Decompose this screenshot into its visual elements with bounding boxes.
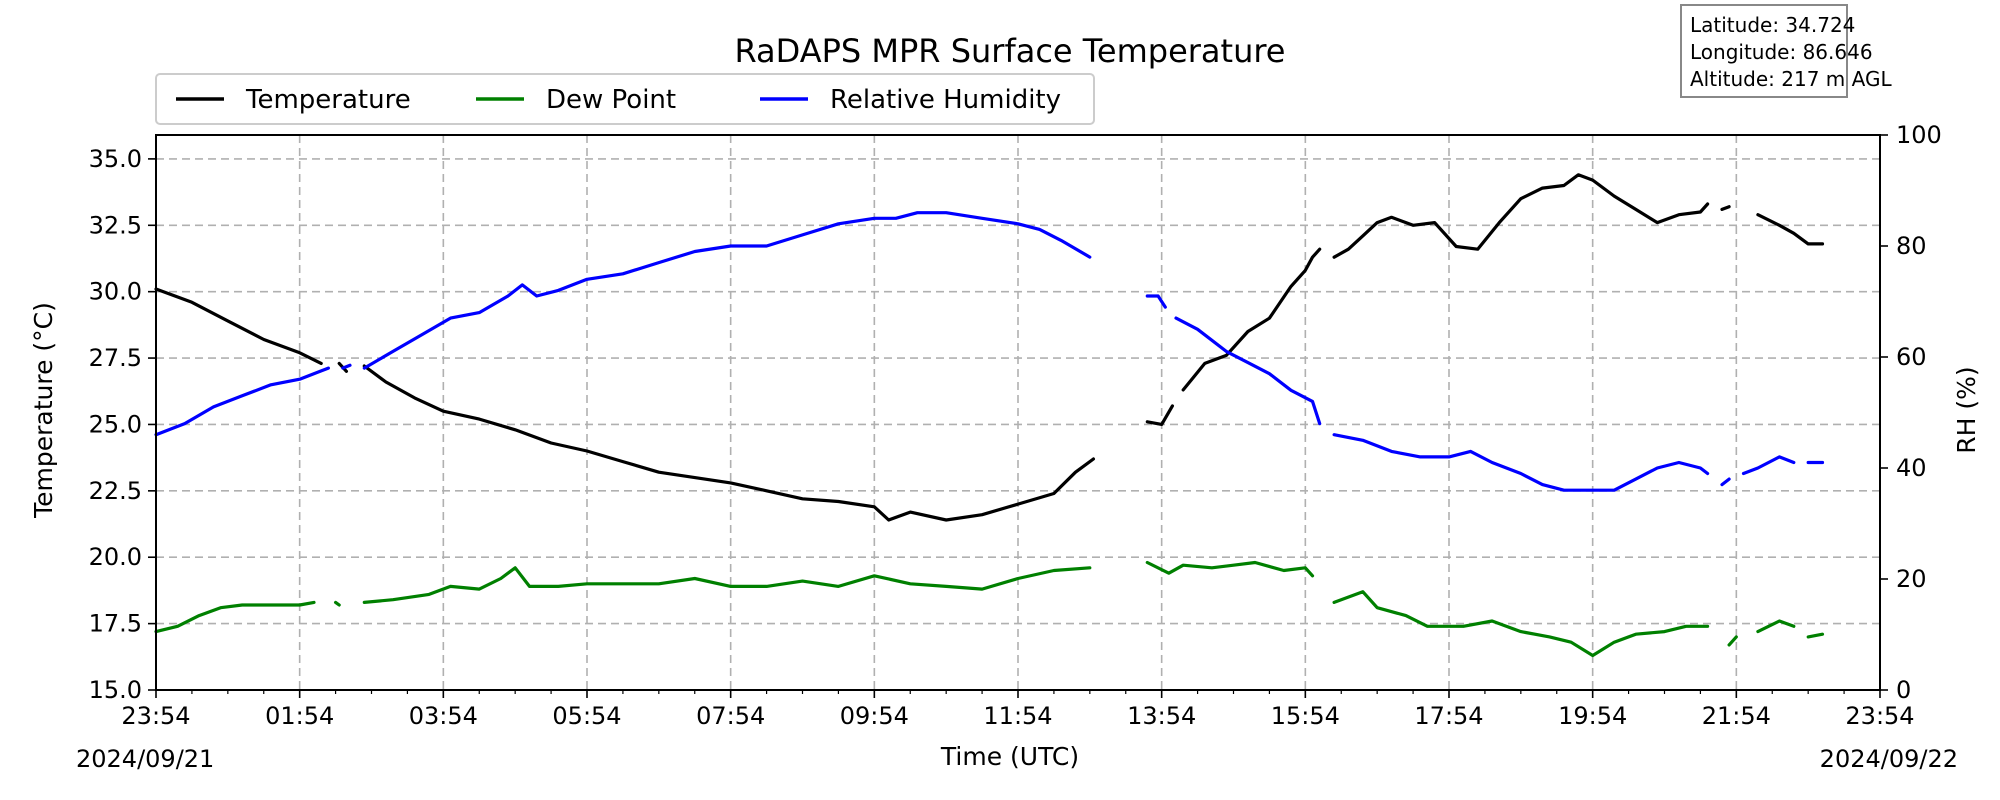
y2-tick-label: 80	[1896, 232, 1927, 260]
y-axis-label: Temperature (°C)	[29, 302, 58, 519]
x-tick-label: 03:54	[409, 702, 478, 730]
date-end-label: 2024/09/22	[1820, 745, 1958, 773]
y-tick-label: 32.5	[89, 211, 142, 239]
y2-tick-label: 20	[1896, 565, 1927, 593]
y2-tick-label: 60	[1896, 343, 1927, 371]
series-lines	[154, 173, 1825, 658]
y-tick-label: 15.0	[89, 676, 142, 704]
y-tick-label: 20.0	[89, 543, 142, 571]
y-tick-label: 17.5	[89, 610, 142, 638]
x-tick-label: 11:54	[983, 702, 1052, 730]
dew-point-series-line	[154, 560, 1825, 658]
x-tick-label: 15:54	[1271, 702, 1340, 730]
latitude-text: Latitude: 34.724	[1690, 13, 1856, 37]
relative-humidity-series-line	[154, 211, 1825, 492]
axis-ticks: 23:54 01:54 03:54 05:54 07:54 09:54 11:54 13:54…	[89, 121, 1942, 730]
y2-tick-label: 40	[1896, 454, 1927, 482]
temperature-legend-label: Temperature	[245, 85, 411, 115]
y-tick-label: 25.0	[89, 410, 142, 438]
y-tick-label: 27.5	[89, 344, 142, 372]
dew-point-legend-label: Dew Point	[546, 85, 676, 115]
temperature-series-line	[154, 173, 1825, 522]
y-tick-label: 30.0	[89, 278, 142, 306]
x-tick-label: 09:54	[840, 702, 909, 730]
y2-tick-label: 100	[1896, 121, 1942, 149]
x-tick-label: 05:54	[552, 702, 621, 730]
x-tick-label: 23:54	[121, 702, 190, 730]
station-info-box: Latitude: 34.724 Longitude: 86.646 Altit…	[1680, 4, 1892, 98]
x-axis-label: Time (UTC)	[940, 742, 1079, 771]
chart-title: RaDAPS MPR Surface Temperature	[735, 32, 1286, 70]
x-tick-label: 01:54	[265, 702, 334, 730]
y-tick-label: 22.5	[89, 477, 142, 505]
x-tick-label: 21:54	[1702, 702, 1771, 730]
grid-lines	[156, 135, 1880, 691]
x-tick-label: 19:54	[1558, 702, 1627, 730]
y-tick-label: 35.0	[89, 145, 142, 173]
x-tick-label: 07:54	[696, 702, 765, 730]
x-tick-label: 23:54	[1845, 702, 1914, 730]
longitude-text: Longitude: 86.646	[1690, 40, 1873, 64]
y2-axis-label: RH (%)	[1952, 366, 1981, 453]
relative-humidity-legend-label: Relative Humidity	[830, 85, 1061, 115]
date-start-label: 2024/09/21	[76, 745, 214, 773]
legend: Temperature Dew Point Relative Humidity	[155, 73, 1095, 125]
altitude-text: Altitude: 217 m AGL	[1690, 67, 1892, 91]
x-tick-label: 13:54	[1127, 702, 1196, 730]
y2-tick-label: 0	[1896, 676, 1911, 704]
x-tick-label: 17:54	[1414, 702, 1483, 730]
